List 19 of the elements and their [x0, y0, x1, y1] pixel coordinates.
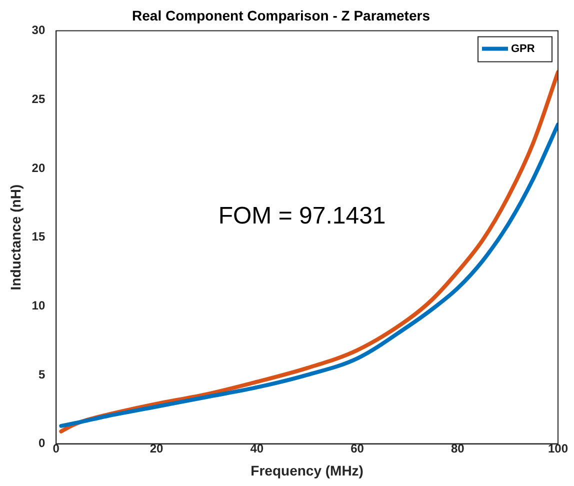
x-tick-label: 0: [52, 441, 60, 456]
x-tick-label: 60: [350, 441, 364, 456]
x-tick-label: 80: [450, 441, 465, 456]
y-axis-title: Inductance (nH): [7, 184, 24, 290]
line-series: [59, 70, 558, 434]
y-tick-label: 10: [32, 298, 46, 312]
x-tick-label: 100: [548, 441, 568, 456]
x-tick-label: 20: [150, 441, 164, 456]
annotation: FOM = 97.1431: [218, 202, 386, 230]
chart-title: Real Component Comparison - Z Parameters: [132, 7, 430, 24]
y-tick-label: 15: [32, 230, 46, 244]
legend-label: GPR: [511, 42, 535, 55]
y-tick-label: 5: [38, 367, 46, 382]
x-axis-title: Frequency (MHz): [250, 462, 364, 478]
x-tick-label: 40: [250, 441, 264, 456]
line-series: [59, 122, 558, 428]
y-tick-label: 30: [32, 23, 46, 38]
y-tick-label: 20: [32, 160, 46, 175]
y-tick-label: 25: [32, 92, 46, 106]
